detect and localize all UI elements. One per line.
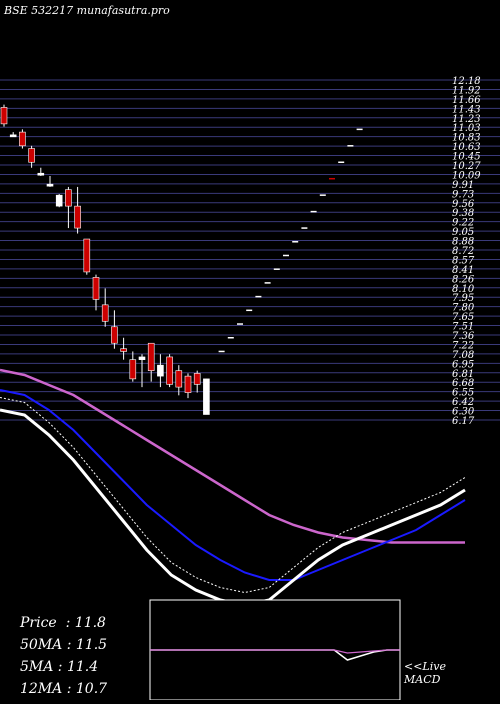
candle-body bbox=[193, 373, 201, 385]
stat-12ma-value: 10.7 bbox=[75, 681, 108, 697]
candle-body bbox=[19, 131, 26, 147]
candle-body bbox=[157, 364, 164, 377]
candle-body bbox=[0, 107, 8, 125]
stat-12ma-sep: : bbox=[62, 681, 76, 697]
candle-body bbox=[166, 356, 173, 385]
stat-price-value: 11.8 bbox=[74, 615, 106, 631]
candle-body bbox=[129, 359, 137, 380]
price-tick-label: 8.88 bbox=[452, 237, 474, 248]
candle-body bbox=[83, 238, 91, 273]
price-tick-label: 10.27 bbox=[452, 161, 481, 172]
candle-body bbox=[28, 148, 35, 163]
candle-body bbox=[203, 378, 210, 415]
price-tick-label: 9.05 bbox=[452, 227, 474, 238]
candle-body bbox=[74, 205, 81, 229]
price-tick-label: 11.92 bbox=[452, 85, 481, 96]
price-tick-label: 6.17 bbox=[452, 416, 475, 427]
candle-body bbox=[175, 370, 183, 388]
ma-dotted-line bbox=[0, 397, 466, 594]
price-tick-label: 7.51 bbox=[452, 322, 474, 333]
macd-label-line1: <<Live bbox=[404, 660, 446, 673]
candle-body bbox=[120, 348, 127, 352]
price-tick-label: 7.22 bbox=[452, 340, 474, 351]
candle-body bbox=[101, 304, 109, 322]
stat-50ma: 50MA : 11.5 bbox=[20, 634, 107, 656]
macd-label: <<Live MACD bbox=[404, 660, 446, 686]
stat-50ma-value: 11.5 bbox=[75, 637, 108, 653]
candle-body bbox=[55, 194, 63, 207]
stat-price-sep: : bbox=[56, 615, 75, 631]
price-tick-label: 8.26 bbox=[452, 274, 475, 285]
price-tick-label: 11.66 bbox=[452, 95, 481, 106]
price-tick-label: 8.41 bbox=[452, 265, 474, 276]
candle-body bbox=[147, 342, 155, 371]
macd-signal-line bbox=[150, 649, 400, 654]
price-tick-label: 10.09 bbox=[452, 170, 481, 181]
price-tick-label: 11.03 bbox=[452, 123, 481, 134]
stats-panel: Price : 11.8 50MA : 11.5 5MA : 11.4 12MA… bbox=[20, 612, 107, 700]
price-tick-label: 9.38 bbox=[452, 208, 474, 219]
price-tick-label: 6.81 bbox=[452, 369, 474, 380]
price-tick-label: 8.72 bbox=[452, 246, 474, 257]
price-tick-label: 7.08 bbox=[452, 350, 474, 361]
stat-12ma: 12MA : 10.7 bbox=[20, 678, 107, 700]
price-tick-label: 10.63 bbox=[452, 142, 481, 153]
price-tick-label: 10.83 bbox=[452, 133, 481, 144]
stat-price-label: Price bbox=[20, 615, 57, 631]
price-tick-label: 9.73 bbox=[452, 189, 474, 200]
candle-body bbox=[138, 356, 146, 360]
stat-5ma: 5MA : 11.4 bbox=[20, 656, 107, 678]
candle-body bbox=[65, 189, 72, 207]
stat-price: Price : 11.8 bbox=[20, 612, 107, 634]
price-tick-label: 11.23 bbox=[452, 114, 481, 125]
price-tick-label: 8.10 bbox=[452, 284, 475, 295]
price-tick-label: 7.36 bbox=[452, 331, 475, 342]
stat-5ma-sep: : bbox=[53, 659, 67, 675]
stat-12ma-label: 12MA bbox=[20, 681, 63, 697]
price-tick-label: 8.57 bbox=[452, 255, 475, 266]
candle-body bbox=[92, 277, 100, 300]
candle-body bbox=[46, 183, 54, 187]
chart-title: BSE 532217 munafasutra.pro bbox=[4, 4, 170, 17]
stat-5ma-label: 5MA bbox=[20, 659, 54, 675]
candle-body bbox=[111, 326, 118, 344]
price-tick-label: 6.55 bbox=[452, 388, 474, 399]
stat-5ma-value: 11.4 bbox=[66, 659, 99, 675]
price-tick-label: 6.42 bbox=[452, 397, 474, 408]
price-tick-label: 10.45 bbox=[452, 152, 481, 163]
price-tick-label: 7.65 bbox=[452, 312, 474, 323]
stat-50ma-label: 50MA bbox=[20, 637, 63, 653]
candle-body bbox=[37, 172, 45, 176]
stat-50ma-sep: : bbox=[62, 637, 76, 653]
price-tick-label: 12.18 bbox=[452, 76, 481, 87]
price-tick-label: 7.95 bbox=[452, 293, 474, 304]
price-tick-label: 7.80 bbox=[452, 303, 475, 314]
price-tick-label: 6.95 bbox=[452, 359, 474, 370]
price-tick-label: 9.22 bbox=[452, 218, 474, 229]
price-tick-label: 6.68 bbox=[452, 378, 474, 389]
candle-body bbox=[184, 375, 192, 393]
price-tick-label: 11.43 bbox=[452, 104, 481, 115]
ma-mid-line bbox=[0, 389, 466, 581]
price-tick-label: 9.56 bbox=[452, 199, 475, 210]
macd-label-line2: MACD bbox=[404, 673, 441, 686]
price-tick-label: 9.91 bbox=[452, 180, 474, 191]
candle-body bbox=[9, 134, 17, 138]
price-tick-label: 6.30 bbox=[452, 407, 475, 418]
